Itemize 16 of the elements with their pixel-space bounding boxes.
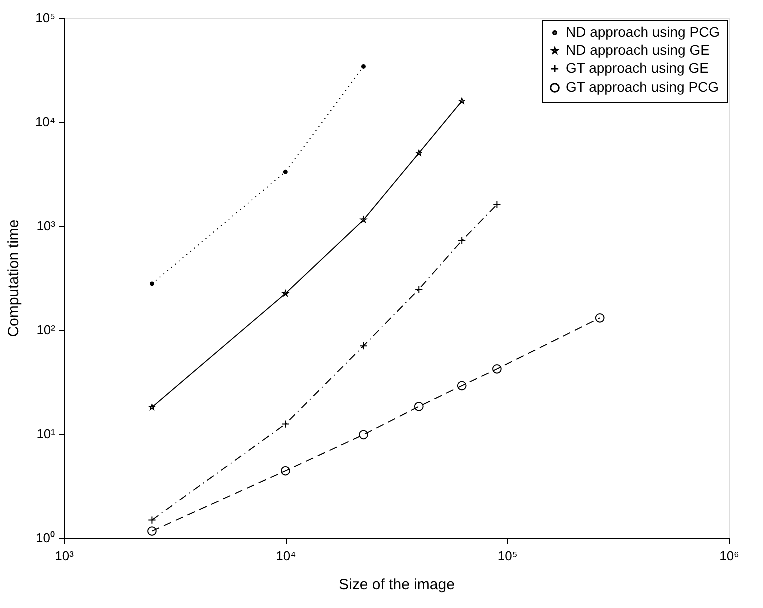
y-tick-label: 10³ (36, 218, 56, 234)
x-tick-label: 10⁵ (498, 548, 518, 564)
y-tick-label: 10⁰ (36, 530, 56, 546)
legend-label: GT approach using PCG (566, 79, 720, 95)
legend-label: GT approach using GE (566, 60, 709, 76)
legend-label: ND approach using GE (566, 42, 710, 58)
y-tick-label: 10⁵ (36, 10, 56, 26)
y-tick-label: 10⁴ (35, 114, 56, 130)
x-tick-label: 10³ (55, 548, 75, 564)
legend-label: ND approach using PCG (566, 24, 720, 40)
x-tick-label: 10⁶ (720, 548, 740, 564)
y-axis-title: Computation time (5, 220, 22, 338)
y-tick-label: 10² (36, 322, 56, 338)
y-tick-label: 10¹ (36, 426, 56, 442)
x-axis-title: Size of the image (339, 576, 455, 594)
x-tick-label: 10⁴ (276, 548, 296, 564)
